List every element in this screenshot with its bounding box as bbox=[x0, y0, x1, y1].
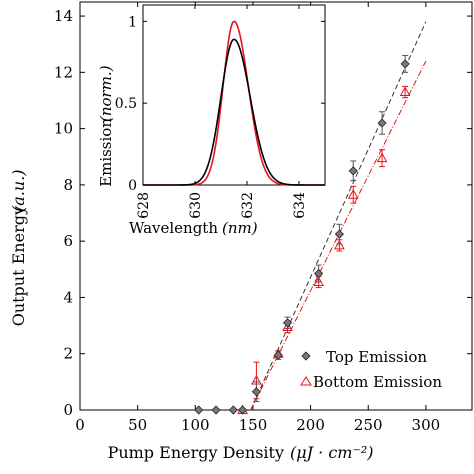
data-point-top-emission bbox=[334, 229, 344, 239]
x-axis-label: Pump Energy Density bbox=[108, 443, 284, 462]
data-point-top-emission bbox=[211, 405, 221, 415]
x-tick-label: 150 bbox=[239, 416, 268, 434]
y-tick-label: 0 bbox=[63, 401, 73, 419]
data-point-top-emission bbox=[282, 318, 293, 328]
main-data-marks bbox=[194, 54, 411, 415]
y-tick-label: 12 bbox=[54, 63, 73, 81]
x-tick-label: 50 bbox=[128, 416, 147, 434]
y-tick-label: 8 bbox=[63, 176, 73, 194]
x-axis-units: (μJ · cm⁻²) bbox=[290, 443, 374, 462]
data-point-top-emission bbox=[194, 405, 204, 415]
data-point-bottom-emission bbox=[282, 321, 293, 331]
inset-spectra bbox=[143, 20, 325, 186]
y-tick-label: 2 bbox=[63, 345, 73, 363]
y-tick-label: 4 bbox=[63, 288, 73, 306]
legend-marker-top-emission bbox=[301, 351, 311, 361]
inset-x-tick-label: 632 bbox=[240, 192, 256, 219]
y-axis-units: (a.u.) bbox=[9, 170, 28, 213]
inset-axes: 628 630 632 634 0 0.5 1 bbox=[115, 5, 325, 219]
data-point-bottom-emission bbox=[399, 86, 411, 97]
inset-y-tick-label: 0 bbox=[128, 178, 137, 194]
main-plot-frame bbox=[79, 1, 473, 411]
data-point-top-emission bbox=[273, 350, 283, 360]
x-tick-label: 0 bbox=[75, 416, 85, 434]
inset-x-tick-label: 628 bbox=[136, 192, 152, 219]
legend: Top Emission Bottom Emission bbox=[300, 348, 442, 391]
inset-y-tick-label: 0.5 bbox=[115, 96, 137, 112]
inset-y-tick-label: 1 bbox=[128, 14, 137, 30]
x-tick-label: 100 bbox=[181, 416, 210, 434]
y-axis-label: Output Energy bbox=[9, 206, 28, 326]
data-point-top-emission bbox=[400, 59, 410, 69]
y-tick-label: 10 bbox=[54, 120, 73, 138]
legend-label-top-emission: Top Emission bbox=[326, 348, 427, 366]
x-tick-label: 300 bbox=[412, 416, 441, 434]
inset-x-tick-label: 630 bbox=[188, 192, 204, 219]
inset-y-axis-label: Emission bbox=[97, 118, 115, 187]
data-point-top-emission bbox=[228, 405, 238, 415]
inset-spectrum-black bbox=[143, 38, 325, 186]
inset-x-tick-label: 634 bbox=[292, 192, 308, 219]
data-point-bottom-emission bbox=[334, 239, 345, 250]
data-point-top-emission bbox=[251, 387, 261, 397]
y-tick-label: 14 bbox=[54, 7, 73, 25]
x-tick-label: 200 bbox=[296, 416, 325, 434]
data-point-top-emission bbox=[237, 405, 248, 415]
data-point-bottom-emission bbox=[376, 152, 388, 163]
x-tick-label: 250 bbox=[354, 416, 383, 434]
y-tick-label: 6 bbox=[63, 232, 73, 250]
data-point-top-emission bbox=[314, 268, 324, 279]
data-point-top-emission bbox=[348, 166, 358, 176]
data-point-bottom-emission bbox=[347, 189, 359, 199]
legend-marker-bottom-emission bbox=[300, 376, 312, 386]
inset-y-axis-units: (norm.) bbox=[97, 65, 115, 122]
data-point-top-emission bbox=[377, 118, 387, 128]
fit-line-top-emission bbox=[250, 21, 427, 411]
inset-x-axis-label: Wavelength bbox=[129, 219, 218, 237]
legend-label-bottom-emission: Bottom Emission bbox=[313, 373, 442, 391]
inset-x-axis-units: (nm) bbox=[222, 219, 258, 237]
inset-background bbox=[142, 4, 326, 186]
